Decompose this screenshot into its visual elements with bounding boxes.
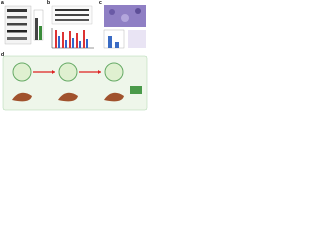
panel-label: d [1,52,4,58]
blot-panel [4,5,44,45]
figure: a b c d [1,0,148,111]
schematic-panel [2,55,148,111]
panel-label: c [99,0,102,6]
bar-panel [51,5,94,49]
panel-label: b [47,0,50,6]
page: {"figure": {"panels": [{"label": "a"}, {… [0,0,150,112]
image-panel [103,5,146,49]
panel-label: a [1,0,4,6]
